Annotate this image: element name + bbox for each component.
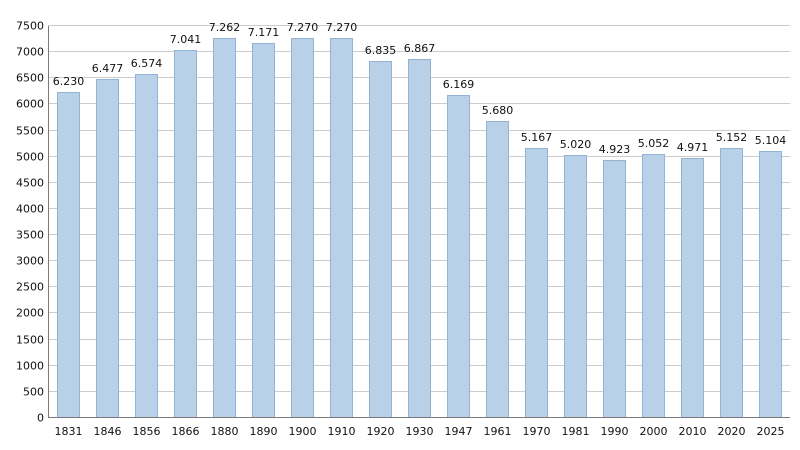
bar-value-label: 7.171 (247, 26, 280, 40)
gridline (48, 51, 790, 53)
bar-slot: 5.104 2025 (751, 26, 790, 438)
x-tick-label: 2025 (756, 425, 785, 438)
bars-layer: 6.230 1831 6.477 1846 6.574 1856 7.041 1866 7.26… (49, 21, 790, 438)
bar-slot: 7.270 1910 (322, 21, 361, 438)
y-tick-label: 7500 (16, 19, 44, 33)
y-tick-label: 4000 (16, 202, 44, 216)
bar-slot: 4.971 2010 (673, 26, 712, 438)
bar-slot: 4.923 1990 (595, 26, 634, 438)
bar-slot: 7.262 1880 (205, 21, 244, 438)
bar (564, 155, 587, 417)
bar-value-label: 7.270 (325, 21, 358, 34)
gridline (48, 25, 790, 26)
bar (720, 148, 743, 417)
bar-slot: 7.171 1890 (244, 26, 283, 438)
bar-slot: 7.041 1866 (166, 26, 205, 438)
bar (291, 38, 314, 417)
bar-slot: 6.477 1846 (88, 26, 127, 438)
y-tick-label: 6500 (16, 71, 44, 85)
bar-value-label: 6.169 (442, 78, 475, 92)
bar-value-label: 5.104 (754, 133, 787, 147)
bar (759, 150, 782, 417)
x-tick-label: 1930 (405, 425, 434, 438)
x-tick-label: 2000 (639, 425, 668, 438)
y-axis-line (48, 26, 49, 418)
y-tick-label: 2500 (16, 280, 44, 294)
bar (447, 95, 470, 417)
x-tick-label: 1910 (327, 425, 356, 438)
bar-value-label: 6.867 (403, 42, 436, 56)
bar-slot: 5.167 1970 (517, 26, 556, 438)
bar-value-label: 5.167 (520, 130, 553, 144)
y-tick-label: 1000 (16, 359, 44, 373)
y-tick-label: 3500 (16, 228, 44, 242)
bar-slot: 5.052 2000 (634, 26, 673, 438)
x-tick-label: 1890 (249, 425, 278, 438)
bar-slot: 6.169 1947 (439, 26, 478, 438)
x-tick-label: 1846 (93, 425, 122, 438)
y-tick-label: 0 (37, 411, 44, 425)
bar (213, 38, 236, 417)
bar-slot: 5.680 1961 (478, 26, 517, 438)
bar-value-label: 7.041 (169, 32, 202, 46)
bar (252, 43, 275, 417)
bar-slot: 6.867 1930 (400, 26, 439, 438)
bar-slot: 6.574 1856 (127, 26, 166, 438)
x-tick-label: 1970 (522, 425, 551, 438)
x-tick-label: 1981 (561, 425, 590, 438)
y-tick-label: 5500 (16, 124, 44, 138)
x-tick-label: 1990 (600, 425, 629, 438)
bar (96, 79, 119, 417)
bar (525, 147, 548, 417)
bar-value-label: 6.835 (364, 43, 397, 57)
y-tick-label: 2000 (16, 306, 44, 320)
bar (135, 74, 158, 417)
y-tick-label: 4500 (16, 176, 44, 190)
y-tick-label: 7000 (16, 45, 44, 59)
bar-value-label: 4.971 (676, 140, 709, 154)
bar-slot: 5.020 1981 (556, 26, 595, 438)
x-tick-label: 1866 (171, 425, 200, 438)
bar (57, 92, 80, 417)
y-tick-label: 6000 (16, 97, 44, 111)
x-tick-label: 1920 (366, 425, 395, 438)
bar-value-label: 7.262 (208, 21, 241, 35)
bar-value-label: 5.052 (637, 136, 670, 150)
bar-value-label: 7.270 (286, 21, 319, 34)
y-tick-label: 3000 (16, 254, 44, 268)
x-tick-label: 1961 (483, 425, 512, 438)
bar (369, 60, 392, 417)
bar-value-label: 6.230 (52, 75, 85, 89)
bar-value-label: 6.574 (130, 57, 163, 71)
x-tick-label: 1880 (210, 425, 239, 438)
x-tick-label: 2020 (717, 425, 746, 438)
x-tick-label: 1831 (54, 425, 83, 438)
bar-slot: 6.230 1831 (49, 26, 88, 438)
bar (330, 38, 353, 417)
bar-slot: 6.835 1920 (361, 26, 400, 438)
bar-value-label: 6.477 (91, 62, 124, 76)
y-tick-label: 5000 (16, 150, 44, 164)
bar (408, 59, 431, 417)
y-tick-label: 500 (23, 385, 44, 399)
bar (174, 49, 197, 417)
plot-area: 0 500 1000 1500 2000 2500 3000 3500 4000 4500 5000… (16, 20, 790, 438)
x-tick-label: 2010 (678, 425, 707, 438)
bar-slot: 7.270 1900 (283, 21, 322, 438)
bar-slot: 5.152 2020 (712, 26, 751, 438)
bar (486, 120, 509, 417)
bar (681, 157, 704, 417)
bar (603, 160, 626, 417)
x-tick-label: 1856 (132, 425, 161, 438)
bar (642, 153, 665, 417)
x-tick-label: 1947 (444, 425, 473, 438)
bar-value-label: 5.680 (481, 103, 514, 117)
x-axis-line (48, 417, 790, 418)
bar-value-label: 4.923 (598, 143, 631, 157)
bar-value-label: 5.152 (715, 131, 748, 145)
y-tick-label: 1500 (16, 333, 44, 347)
x-tick-label: 1900 (288, 425, 317, 438)
bar-value-label: 5.020 (559, 138, 592, 152)
